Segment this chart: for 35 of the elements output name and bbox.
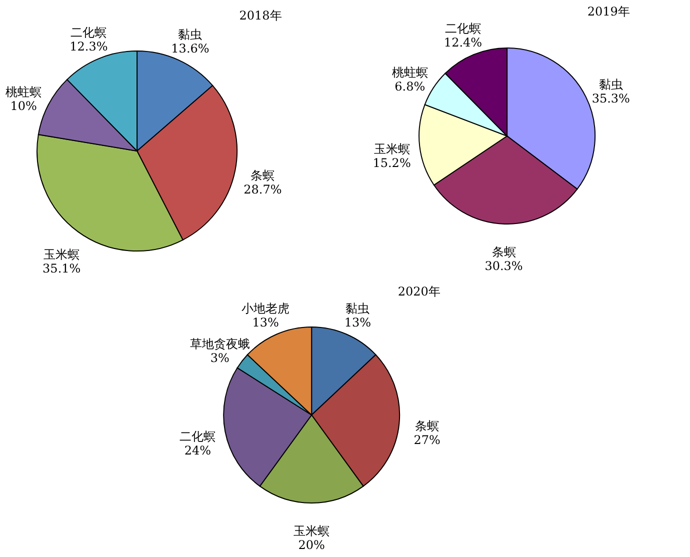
- data-label: 35.3%: [592, 91, 630, 106]
- data-label: 13%: [252, 316, 279, 330]
- slice-label: 黏虫: [178, 28, 202, 42]
- chart-title: 2020年: [398, 284, 440, 299]
- slice-label: 条螟: [250, 168, 275, 182]
- data-label: 20%: [298, 538, 325, 552]
- data-label: 13.6%: [171, 42, 210, 56]
- data-label: 12.4%: [444, 36, 482, 50]
- slice-label: 玉米螟: [294, 524, 330, 538]
- data-label: 13%: [344, 316, 371, 330]
- slice-label: 草地贪夜蛾: [190, 336, 250, 351]
- slice-label: 小地老虎: [242, 302, 290, 316]
- slice-label: 二化螟: [70, 25, 107, 40]
- slice-label: 桃蛀螟: [6, 84, 42, 99]
- data-label: 30.3%: [484, 258, 523, 273]
- slice-label: 黏虫: [598, 77, 623, 92]
- chart-title: 2019年: [587, 4, 630, 19]
- slice-label: 条螟: [415, 418, 440, 433]
- chart-title: 2018年: [239, 8, 282, 22]
- data-label: 35.1%: [42, 261, 81, 276]
- slice-label: 二化螟: [444, 22, 481, 36]
- slice-label: 桃蛀螟: [392, 66, 428, 80]
- data-label: 10%: [10, 98, 37, 113]
- data-label: 12.3%: [70, 39, 108, 54]
- slice-label: 二化螟: [180, 430, 216, 444]
- data-label: 24%: [184, 444, 211, 458]
- data-label: 27%: [414, 432, 440, 447]
- data-label: 15.2%: [372, 156, 411, 170]
- slice-label: 黏虫: [346, 302, 370, 316]
- slice-label: 玉米螟: [44, 247, 80, 262]
- slice-label: 玉米螟: [374, 142, 410, 156]
- data-label: 28.7%: [244, 182, 282, 196]
- data-label: 6.8%: [394, 80, 426, 94]
- slice-label: 条螟: [492, 244, 516, 259]
- data-label: 3%: [210, 350, 230, 365]
